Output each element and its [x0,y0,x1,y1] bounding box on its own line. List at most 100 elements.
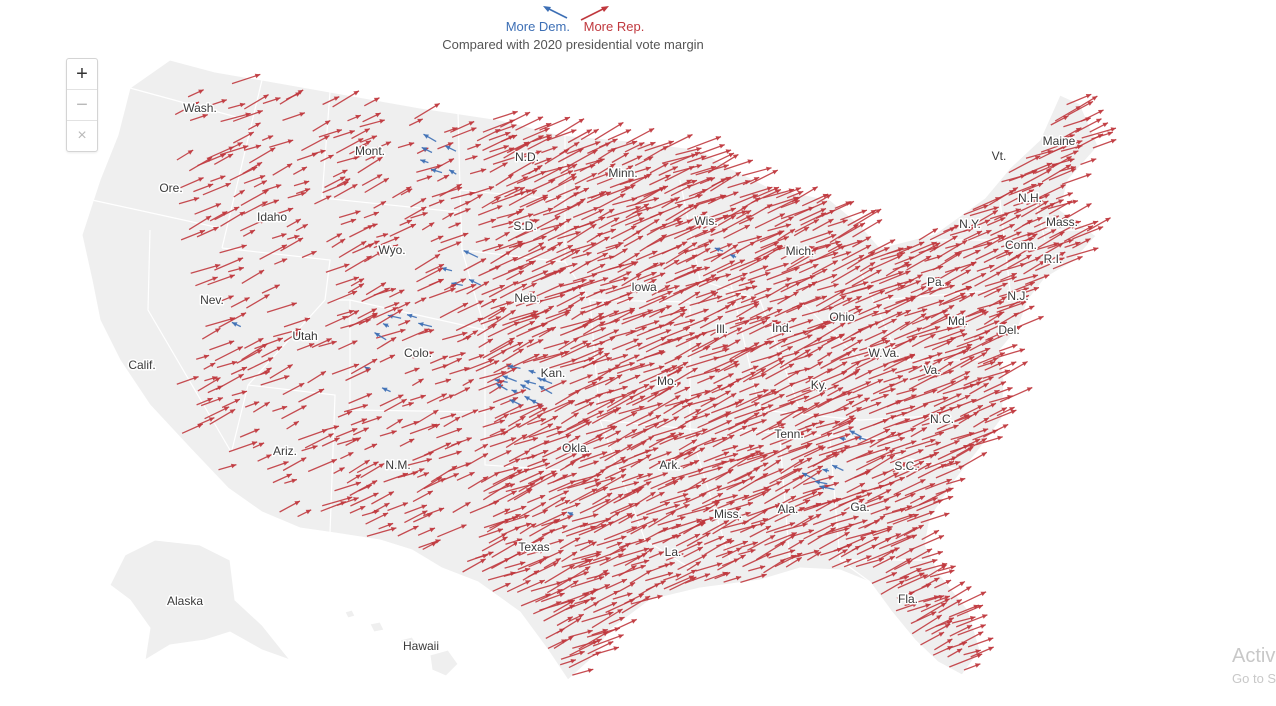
county-shift-arrow-rep [921,431,945,441]
county-shift-arrow-rep [448,222,461,229]
county-shift-arrow-rep [884,297,916,314]
county-shift-arrow-rep [547,176,577,193]
county-shift-arrow-rep [282,382,305,396]
county-shift-arrow-rep [630,166,652,175]
county-shift-arrow-rep [610,212,643,228]
county-shift-arrow-rep [344,255,372,273]
county-shift-arrow-rep [844,266,875,285]
county-shift-arrow-rep [816,283,839,291]
county-shift-arrow-rep [203,362,216,370]
county-shift-arrow-rep [272,163,293,176]
county-shift-arrow-rep [583,601,599,611]
zoom-in-button[interactable]: + [67,59,97,90]
county-shift-arrow-rep [891,440,917,451]
county-shift-arrow-rep [254,337,284,350]
county-shift-arrow-rep [213,153,234,165]
county-shift-arrow-rep [378,522,394,530]
county-shift-arrow-rep [999,287,1030,298]
county-shift-arrow-rep [646,290,673,303]
county-shift-arrow-rep [854,498,890,512]
county-shift-arrow-rep [880,580,905,595]
county-shift-arrow-rep [545,452,578,470]
county-shift-arrow-rep [349,224,374,238]
county-shift-arrow-rep [374,306,399,319]
county-shift-arrow-rep [619,354,640,365]
county-shift-arrow-rep [686,532,711,547]
county-shift-arrow-rep [359,140,372,148]
county-shift-arrow-rep [493,186,520,199]
county-shift-arrow-rep [320,500,347,512]
county-shift-arrow-rep [519,404,544,418]
county-shift-arrow-rep [1025,149,1053,159]
county-shift-arrow-rep [236,349,263,364]
county-shift-arrow-rep [554,201,583,217]
county-shift-arrow-rep [489,437,517,448]
county-shift-arrow-rep [916,602,947,621]
county-shift-arrow-rep [507,208,525,219]
county-shift-arrow-rep [895,414,929,426]
county-shift-arrow-rep [851,397,870,408]
state-label: Colo. [404,346,432,360]
county-shift-arrow-rep [931,340,953,351]
county-shift-arrow-rep [556,291,586,307]
county-shift-arrow-rep [896,241,925,255]
county-shift-arrow-rep [686,155,707,164]
county-shift-arrow-rep [792,465,824,481]
state-label: Ohio [829,310,855,324]
county-shift-arrow-rep [827,386,844,397]
county-shift-arrow-rep [792,549,820,559]
county-shift-arrow-rep [593,601,618,613]
reset-zoom-button[interactable]: × [77,127,87,144]
county-shift-arrow-rep [716,259,746,274]
county-shift-arrow-rep [800,230,834,243]
county-shift-arrow-rep [578,216,606,229]
county-shift-arrow-rep [999,361,1017,370]
county-shift-arrow-rep [843,555,872,568]
county-shift-arrow-rep [349,505,366,514]
county-shift-arrow-rep [766,331,787,341]
county-shift-arrow-rep [975,248,999,261]
county-shift-arrow-rep [780,247,804,260]
county-shift-arrow-rep [896,387,917,396]
state-border-line [247,384,336,534]
county-shift-arrow-rep [176,149,194,161]
county-shift-arrow-rep [548,480,576,493]
county-shift-arrow-rep [579,590,596,601]
zoom-out-button[interactable]: − [67,90,97,121]
county-shift-arrow-rep [792,469,823,490]
county-shift-arrow-rep [990,223,1015,237]
county-shift-arrow-rep [545,195,562,204]
county-shift-arrow-rep [958,292,976,303]
county-shift-arrow-rep [481,536,508,552]
state-label: Ind. [772,321,792,335]
county-shift-arrow-rep [508,450,531,463]
county-shift-arrow-rep [383,244,399,255]
county-shift-arrow-rep [481,196,501,209]
county-shift-arrow-rep [812,451,838,468]
county-shift-arrow-rep [869,337,887,347]
county-shift-arrow-rep [209,210,228,222]
county-shift-arrow-rep [685,243,710,253]
county-shift-arrow-rep [336,309,355,317]
county-shift-arrow-rep [619,252,640,266]
county-shift-arrow-rep [1010,315,1044,331]
county-shift-arrow-rep [452,501,471,514]
county-shift-arrow-rep [569,488,598,504]
county-shift-arrow-rep [766,266,800,281]
county-shift-arrow-rep [897,280,922,291]
county-shift-arrow-rep [1026,193,1050,206]
county-shift-arrow-rep [340,451,354,460]
county-shift-arrow-rep [855,446,891,459]
county-shift-arrow-rep [481,284,506,296]
county-shift-arrow-rep [467,143,482,151]
county-shift-arrow-rep [572,558,594,570]
county-shift-arrow-rep [651,425,687,437]
county-shift-arrow-rep [521,218,540,226]
county-shift-arrow-rep [916,499,944,512]
county-shift-arrow-rep [621,313,648,325]
county-shift-arrow-rep [620,184,636,194]
county-shift-arrow-rep [599,553,624,566]
county-shift-arrow-rep [864,329,888,342]
